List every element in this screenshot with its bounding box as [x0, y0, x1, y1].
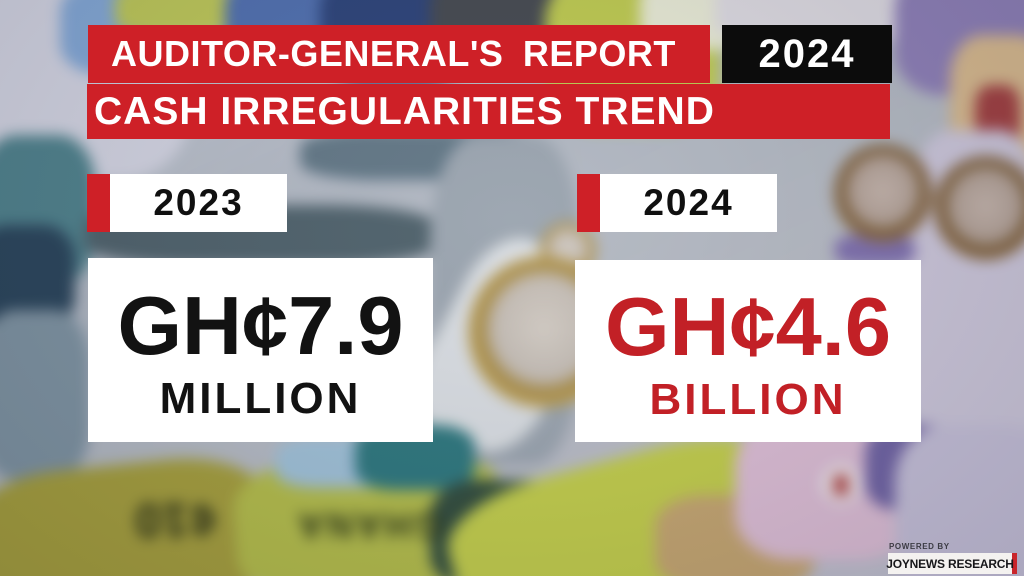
report-year: 2024	[758, 31, 856, 76]
bg-banknote-blob	[895, 425, 1024, 576]
source-badge: JOYNEWS RESEARCH	[886, 553, 1017, 574]
subtitle-bar: CASH IRREGULARITIES TREND	[87, 84, 890, 139]
unit-text-2024: BILLION	[649, 374, 847, 424]
powered-by-label: POWERED BY	[889, 542, 950, 551]
year-tab-box: 2023	[110, 174, 287, 232]
year-tab-accent	[577, 174, 600, 232]
year-tab-2023: 2023	[87, 174, 287, 232]
source-name: JOYNEWS RESEARCH	[886, 556, 1014, 571]
report-title: AUDITOR-GENERAL'S REPORT	[111, 33, 676, 74]
subtitle-text: CASH IRREGULARITIES TREND	[94, 89, 715, 133]
value-card-2024: GH¢4.6 BILLION	[575, 260, 921, 442]
year-tab-label: 2023	[153, 182, 244, 223]
unit-text-2023: MILLION	[159, 373, 362, 423]
year-tab-label: 2024	[643, 182, 734, 223]
amount-text-2023: GH¢7.9	[117, 278, 404, 372]
amount-text-2024: GH¢4.6	[604, 279, 892, 373]
bg-banknote-blob	[0, 310, 90, 480]
coin-photo	[934, 156, 1024, 260]
value-card-2023: GH¢7.9 MILLION	[88, 258, 433, 442]
report-title-bar: AUDITOR-GENERAL'S REPORT	[88, 25, 710, 83]
year-tab-box: 2024	[600, 174, 777, 232]
bg-banknote-glyph	[833, 474, 849, 496]
year-tab-2024: 2024	[577, 174, 777, 232]
year-tab-accent	[87, 174, 110, 232]
coin-photo	[834, 144, 932, 242]
report-year-badge: 2024	[722, 25, 892, 83]
